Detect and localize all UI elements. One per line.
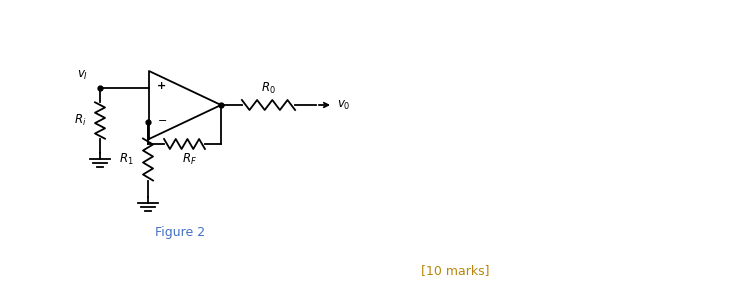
Text: $R_i$: $R_i$	[73, 113, 86, 128]
Text: $R_0$: $R_0$	[261, 81, 276, 96]
Text: $v_0$: $v_0$	[337, 99, 351, 112]
Text: $v_I$: $v_I$	[77, 69, 88, 82]
Text: $R_F$: $R_F$	[182, 152, 197, 167]
Text: Figure 2: Figure 2	[155, 226, 205, 239]
Text: [10 marks]: [10 marks]	[421, 264, 490, 277]
Text: $-$: $-$	[157, 114, 167, 124]
Text: +: +	[157, 81, 166, 91]
Text: $R_1$: $R_1$	[120, 152, 134, 167]
